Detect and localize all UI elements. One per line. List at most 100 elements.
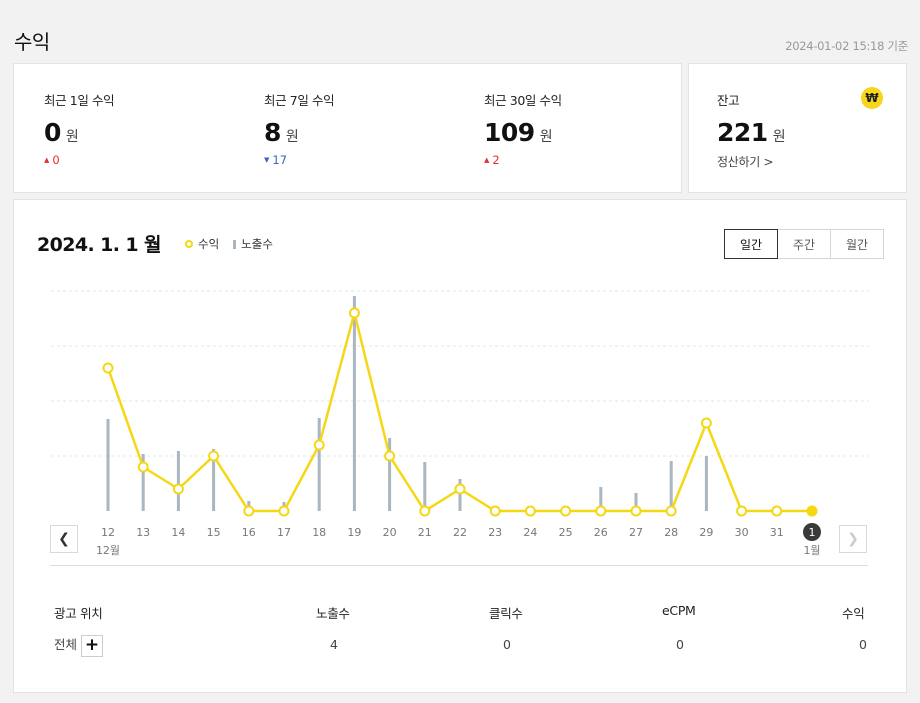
chart-title: 2024. 1. 1 월 bbox=[37, 234, 161, 256]
revenue-point bbox=[630, 505, 642, 517]
revenue-point bbox=[736, 505, 748, 517]
revenue-point bbox=[102, 362, 114, 374]
x-tick-label: 23 bbox=[488, 526, 502, 539]
balance-label: 잔고 bbox=[717, 93, 740, 108]
stat-unit: 원 bbox=[65, 129, 79, 145]
col-header-ecpm: eCPM bbox=[662, 603, 696, 618]
arrow-up-icon: ▲ bbox=[484, 156, 490, 164]
arrow-down-icon: ▼ bbox=[264, 156, 270, 164]
impressions-bar bbox=[423, 462, 427, 511]
revenue-point bbox=[419, 505, 431, 517]
tab-weekly[interactable]: 주간 bbox=[777, 229, 831, 259]
x-tick-label: 12 bbox=[101, 526, 115, 539]
settle-link[interactable]: 정산하기 > bbox=[717, 155, 774, 169]
x-tick-label: 18 bbox=[312, 526, 326, 539]
x-tick-label: 19 bbox=[347, 526, 361, 539]
revenue-point bbox=[771, 505, 783, 517]
impressions-bar bbox=[388, 438, 392, 511]
divider bbox=[50, 565, 868, 566]
revenue-point bbox=[700, 417, 712, 429]
col-header-revenue: 수익 bbox=[842, 606, 865, 621]
timestamp: 2024-01-02 15:18 기준 bbox=[785, 39, 908, 53]
revenue-point bbox=[595, 505, 607, 517]
x-tick-label: 15 bbox=[207, 526, 221, 539]
stat-delta: ▲ 2 bbox=[484, 153, 500, 167]
impressions-bar bbox=[634, 493, 638, 511]
x-tick-label: 13 bbox=[136, 526, 150, 539]
cell-clicks: 0 bbox=[503, 637, 511, 652]
stat-30day: 최근 30일 수익 109 원 ▲ 2 bbox=[484, 90, 562, 167]
chart-card: 2024. 1. 1 월 수익 노출수 일간 주간 월간 12 13 14 15 16 1… bbox=[13, 199, 907, 693]
revenue-point bbox=[313, 439, 325, 451]
revenue-point-current bbox=[806, 505, 818, 517]
x-tick-label: 31 bbox=[770, 526, 784, 539]
revenue-point bbox=[665, 505, 677, 517]
impressions-bar bbox=[317, 418, 321, 511]
cell-revenue: 0 bbox=[859, 637, 867, 652]
x-tick-label: 25 bbox=[559, 526, 573, 539]
x-tick-label: 14 bbox=[171, 526, 185, 539]
stat-unit: 원 bbox=[285, 129, 299, 145]
stat-label: 최근 30일 수익 bbox=[484, 93, 562, 108]
col-header-position: 광고 위치 bbox=[54, 606, 103, 621]
revenue-point bbox=[137, 461, 149, 473]
impressions-bar bbox=[106, 419, 110, 511]
revenue-point bbox=[454, 483, 466, 495]
impressions-bar bbox=[599, 487, 603, 511]
revenue-point bbox=[278, 505, 290, 517]
stat-value: 109 bbox=[484, 118, 535, 147]
expand-plus-icon[interactable]: + bbox=[81, 634, 104, 657]
tab-monthly[interactable]: 월간 bbox=[830, 229, 884, 259]
tab-daily[interactable]: 일간 bbox=[724, 229, 778, 259]
x-tick-label: 21 bbox=[418, 526, 432, 539]
col-header-impressions: 노출수 bbox=[316, 606, 350, 621]
row-name: 전체 + bbox=[54, 634, 104, 657]
chevron-left-icon: ❮ bbox=[58, 531, 70, 547]
won-coin-icon: ₩ bbox=[861, 87, 883, 109]
chart-prev-button[interactable]: ❮ bbox=[50, 525, 78, 553]
x-tick-label: 20 bbox=[383, 526, 397, 539]
revenue-point bbox=[524, 505, 536, 517]
stat-unit: 원 bbox=[539, 129, 553, 145]
x-tick-label: 30 bbox=[735, 526, 749, 539]
revenue-point bbox=[348, 307, 360, 319]
impressions-bar bbox=[704, 456, 708, 511]
cell-ecpm: 0 bbox=[676, 637, 684, 652]
stat-value: 0 bbox=[44, 118, 61, 147]
stat-label: 최근 7일 수익 bbox=[264, 93, 335, 108]
stat-delta: ▼ 17 bbox=[264, 153, 288, 167]
x-tick-label: 28 bbox=[664, 526, 678, 539]
circle-icon bbox=[185, 240, 193, 248]
revenue-point bbox=[489, 505, 501, 517]
bar-icon bbox=[233, 239, 237, 249]
stat-delta: ▲ 0 bbox=[44, 153, 60, 167]
x-tick-label: 1 bbox=[809, 526, 816, 539]
chart-legend: 수익 노출수 bbox=[185, 236, 287, 252]
revenue-point bbox=[172, 483, 184, 495]
current-day-marker bbox=[803, 523, 821, 541]
month-label: 1월 bbox=[803, 544, 820, 557]
x-tick-label: 29 bbox=[699, 526, 713, 539]
balance: 잔고 221 원 정산하기 > bbox=[717, 90, 786, 170]
balance-unit: 원 bbox=[772, 129, 786, 145]
impressions-bar bbox=[352, 296, 356, 511]
balance-value: 221 bbox=[717, 118, 768, 147]
impressions-bar bbox=[141, 454, 145, 511]
impressions-bar bbox=[212, 449, 216, 511]
x-tick-label: 17 bbox=[277, 526, 291, 539]
x-tick-label: 27 bbox=[629, 526, 643, 539]
month-label: 12월 bbox=[96, 544, 120, 557]
revenue-point bbox=[384, 450, 396, 462]
revenue-point bbox=[243, 505, 255, 517]
revenue-point bbox=[560, 505, 572, 517]
page-title: 수익 bbox=[14, 30, 50, 54]
x-tick-label: 26 bbox=[594, 526, 608, 539]
x-tick-label: 16 bbox=[242, 526, 256, 539]
impressions-bar bbox=[458, 479, 462, 511]
stat-value: 8 bbox=[264, 118, 281, 147]
impressions-bar bbox=[669, 461, 673, 511]
chart-next-button[interactable]: ❯ bbox=[839, 525, 867, 553]
revenue-chart: 12 13 14 15 16 17 18 19 20 21 22 23 24 25 26 27 28 29 30 31… bbox=[51, 290, 869, 557]
